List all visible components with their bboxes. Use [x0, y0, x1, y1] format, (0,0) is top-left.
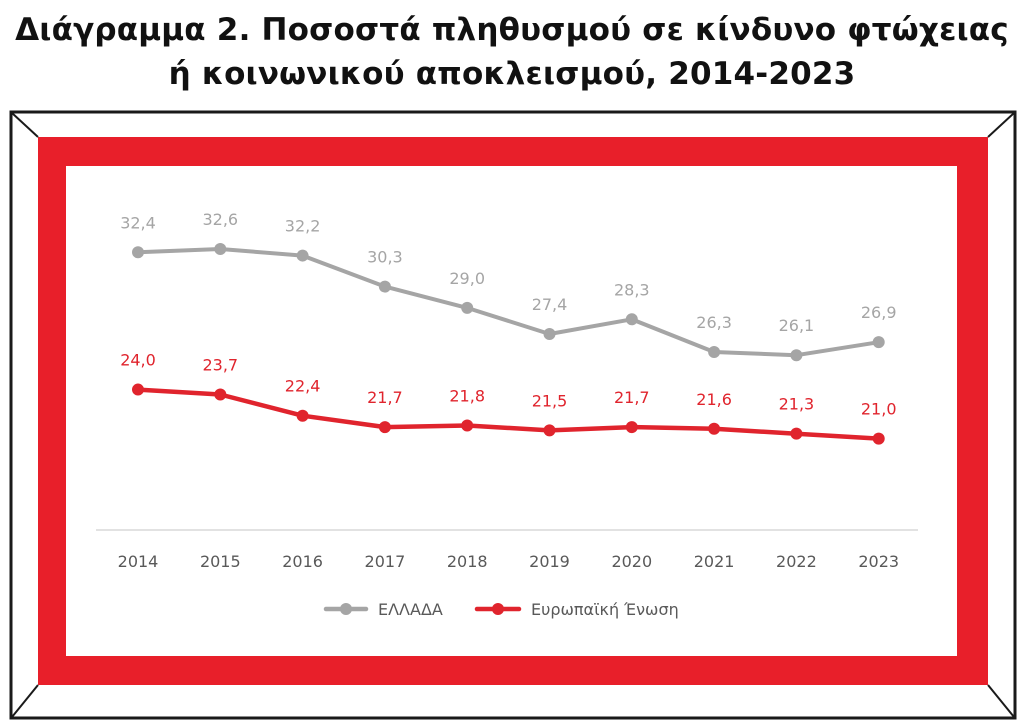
data-label-greece-2016: 32,2	[285, 217, 321, 236]
chart-title: Διάγραμμα 2. Ποσοστά πληθυσμού σε κίνδυν…	[0, 8, 1024, 96]
data-point-greece-2021	[708, 345, 721, 358]
data-label-eu-2016: 22,4	[285, 377, 321, 396]
data-label-eu-2017: 21,7	[367, 388, 403, 407]
legend-label-eu: Ευρωπαϊκή Ένωση	[531, 600, 679, 619]
chart-title-line-2: ή κοινωνικού αποκλεισμού, 2014-2023	[168, 56, 856, 92]
x-tick-label-2016: 2016	[282, 552, 323, 571]
data-point-greece-2016	[296, 249, 309, 262]
data-label-eu-2022: 21,3	[779, 395, 815, 414]
x-tick-label-2017: 2017	[365, 552, 406, 571]
data-label-eu-2019: 21,5	[532, 391, 568, 410]
x-tick-label-2022: 2022	[776, 552, 817, 571]
frame-bevel-top-right	[987, 112, 1015, 138]
data-point-eu-2015	[214, 388, 227, 401]
data-label-greece-2015: 32,6	[202, 210, 238, 229]
data-label-eu-2014: 24,0	[120, 351, 156, 370]
x-tick-label-2015: 2015	[200, 552, 241, 571]
data-label-greece-2018: 29,0	[449, 269, 485, 288]
data-point-greece-2020	[625, 313, 638, 326]
data-point-greece-2017	[378, 280, 391, 293]
x-tick-label-2018: 2018	[447, 552, 488, 571]
x-tick-label-2023: 2023	[858, 552, 899, 571]
legend-marker-greece	[340, 603, 352, 615]
x-tick-label-2020: 2020	[611, 552, 652, 571]
data-point-eu-2018	[461, 419, 474, 432]
data-label-greece-2020: 28,3	[614, 280, 650, 299]
data-point-eu-2021	[708, 422, 721, 435]
legend-marker-eu	[492, 603, 504, 615]
frame-bevel-top-left	[11, 112, 39, 138]
data-point-greece-2022	[790, 349, 803, 362]
data-point-greece-2023	[872, 336, 885, 349]
data-label-eu-2021: 21,6	[696, 390, 732, 409]
legend-label-greece: ΕΛΛΑΔΑ	[378, 600, 443, 619]
data-point-eu-2020	[625, 421, 638, 434]
data-point-eu-2017	[378, 421, 391, 434]
data-label-greece-2019: 27,4	[532, 295, 568, 314]
frame-bevel-bottom-right	[987, 684, 1015, 718]
data-label-eu-2018: 21,8	[449, 387, 485, 406]
data-label-eu-2015: 23,7	[202, 355, 238, 374]
data-label-greece-2017: 30,3	[367, 248, 403, 267]
data-label-eu-2023: 21,0	[861, 400, 897, 419]
data-point-eu-2016	[296, 409, 309, 422]
x-tick-label-2014: 2014	[118, 552, 159, 571]
data-label-greece-2022: 26,1	[779, 316, 815, 335]
series-line-greece	[136, 247, 881, 358]
data-point-greece-2018	[461, 301, 474, 314]
data-label-greece-2023: 26,9	[861, 303, 897, 322]
data-point-greece-2014	[132, 246, 144, 259]
data-label-greece-2021: 26,3	[696, 313, 732, 332]
x-tick-label-2021: 2021	[694, 552, 735, 571]
chart-title-line-1: Διάγραμμα 2. Ποσοστά πληθυσμού σε κίνδυν…	[15, 12, 1009, 48]
data-label-eu-2020: 21,7	[614, 388, 650, 407]
data-point-greece-2019	[543, 328, 556, 340]
data-label-greece-2014: 32,4	[120, 213, 156, 232]
series-line-eu	[135, 387, 881, 441]
data-point-eu-2014	[132, 383, 144, 396]
data-point-eu-2023	[872, 432, 885, 445]
x-tick-label-2019: 2019	[529, 552, 570, 571]
data-point-eu-2022	[790, 427, 803, 440]
data-point-eu-2019	[543, 424, 556, 437]
frame-bevel-bottom-left	[11, 684, 39, 718]
data-point-greece-2015	[214, 243, 227, 256]
